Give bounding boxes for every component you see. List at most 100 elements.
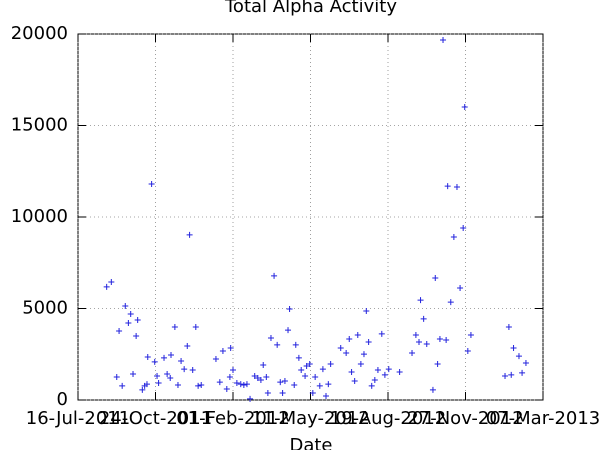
data-point <box>148 181 155 188</box>
data-point <box>436 336 443 343</box>
data-point <box>267 334 274 341</box>
data-point <box>351 377 358 384</box>
data-point <box>130 371 137 378</box>
data-point <box>515 353 522 360</box>
data-point <box>302 373 309 380</box>
data-point <box>325 381 332 388</box>
data-point <box>144 353 151 360</box>
data-point <box>167 375 174 382</box>
data-point <box>154 373 161 380</box>
data-point <box>450 233 457 240</box>
data-point <box>348 369 355 376</box>
data-point <box>429 386 436 393</box>
data-point <box>285 327 292 334</box>
data-point <box>233 379 240 386</box>
data-point <box>195 382 202 389</box>
data-point <box>122 302 129 309</box>
data-point <box>457 285 464 292</box>
data-point <box>133 332 140 339</box>
data-point <box>219 347 226 354</box>
data-point <box>316 382 323 389</box>
data-point <box>464 347 471 354</box>
data-point <box>519 369 526 376</box>
data-point <box>416 338 422 345</box>
data-point <box>396 369 403 376</box>
data-point <box>505 323 512 330</box>
y-tick-label: 10000 <box>11 206 68 227</box>
data-point <box>319 366 326 373</box>
data-point <box>371 377 378 384</box>
data-point <box>337 345 344 352</box>
data-point <box>127 310 134 317</box>
data-point <box>453 183 460 190</box>
data-point <box>374 366 381 373</box>
data-point <box>447 299 454 306</box>
data-point <box>292 341 299 348</box>
data-point <box>295 354 302 361</box>
data-point <box>412 332 419 339</box>
data-point <box>423 341 430 348</box>
data-point <box>174 381 181 388</box>
data-point <box>143 381 150 388</box>
data-point <box>298 366 305 373</box>
data-point <box>443 336 450 343</box>
data-point <box>240 381 247 388</box>
data-point <box>354 332 361 339</box>
x-tick-label: 19-Aug-2012 <box>330 408 446 429</box>
data-point <box>291 381 298 388</box>
data-point <box>168 351 174 358</box>
data-point <box>263 373 270 380</box>
x-tick-label: 16-Jul-2011 <box>26 408 130 429</box>
data-point <box>257 377 264 384</box>
x-tick-label: 24-Oct-2011 <box>99 408 212 429</box>
data-point <box>230 366 236 373</box>
chart-title: Total Alpha Activity <box>224 0 397 17</box>
data-point <box>189 366 196 373</box>
data-point <box>378 330 385 337</box>
data-point <box>223 386 230 393</box>
data-point <box>502 373 509 380</box>
x-tick-label: 01-Feb-2012 <box>176 408 290 429</box>
data-point <box>212 356 219 363</box>
data-point <box>409 349 416 356</box>
data-point <box>192 323 199 330</box>
data-point <box>108 278 115 285</box>
data-point <box>237 381 244 388</box>
data-point <box>357 360 364 367</box>
data-point <box>323 392 329 399</box>
data-point <box>286 306 293 313</box>
x-axis-label: Date <box>289 435 332 450</box>
data-point <box>134 317 141 324</box>
data-point <box>178 358 185 365</box>
data-point <box>186 231 193 238</box>
data-point <box>420 315 427 322</box>
data-point <box>161 354 168 361</box>
data-point <box>151 358 158 365</box>
data-point <box>271 272 278 279</box>
data-point <box>432 274 439 281</box>
data-point <box>251 373 258 380</box>
data-point <box>508 371 515 378</box>
data-point <box>306 360 313 367</box>
data-point <box>155 379 162 386</box>
data-point <box>467 332 474 339</box>
x-tick-label: 07-Mar-2013 <box>486 408 600 429</box>
data-point <box>440 37 447 44</box>
data-point <box>247 395 254 402</box>
data-point <box>164 371 171 378</box>
data-point <box>363 308 370 315</box>
y-tick-label: 5000 <box>22 298 68 319</box>
data-point <box>327 360 334 367</box>
data-point <box>281 377 288 384</box>
data-point <box>113 373 120 380</box>
data-point <box>385 366 392 373</box>
data-point <box>119 382 126 389</box>
data-point <box>303 362 310 369</box>
data-point <box>227 345 234 352</box>
data-point <box>184 343 191 350</box>
data-point <box>346 336 353 343</box>
data-point <box>254 375 261 382</box>
data-point <box>312 373 319 380</box>
data-point <box>198 381 205 388</box>
data-point <box>171 323 178 330</box>
